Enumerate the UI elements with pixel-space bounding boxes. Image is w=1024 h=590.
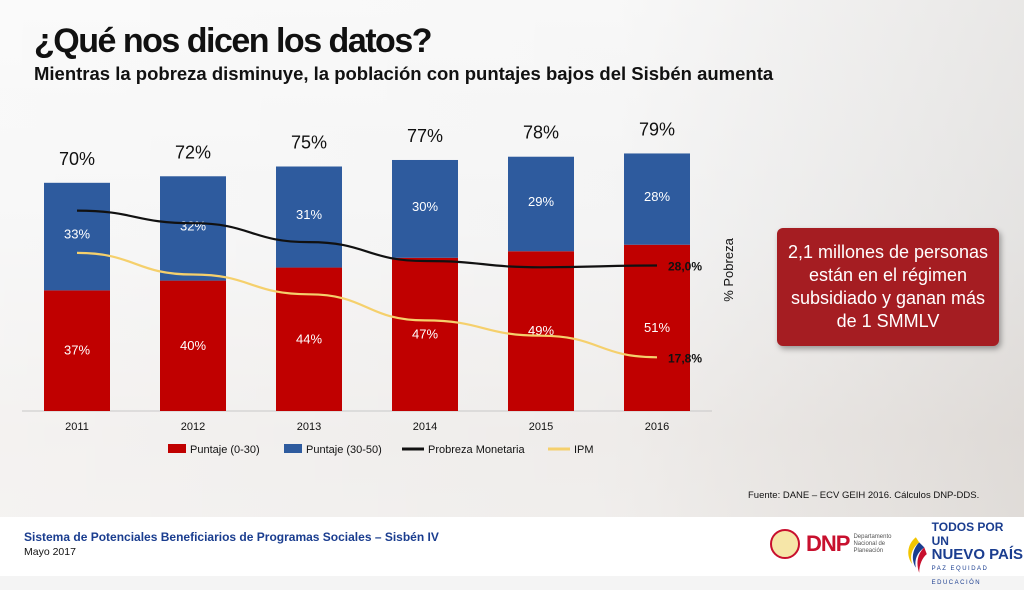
footer-title: Sistema de Potenciales Beneficiarios de … bbox=[24, 530, 439, 544]
bar-puntaje-30-50--2016 bbox=[624, 153, 690, 245]
slogan-line-1: TODOS POR UN bbox=[931, 520, 1004, 548]
bar-data-label: 47% bbox=[412, 326, 438, 341]
legend-label: Puntaje (0-30) bbox=[190, 444, 260, 456]
bar-data-label: 31% bbox=[296, 207, 322, 222]
todos-por-un-nuevo-pais-logo: TODOS POR UN NUEVO PAÍS PAZ EQUIDAD EDUC… bbox=[904, 520, 1024, 590]
source-note: Fuente: DANE – ECV GEIH 2016. Cálculos D… bbox=[748, 490, 980, 501]
bar-puntaje-30-50--2015 bbox=[508, 156, 574, 252]
coat-of-arms-icon bbox=[770, 529, 800, 559]
flag-swirl-icon bbox=[908, 537, 927, 573]
bar-puntaje-30-50--2011 bbox=[44, 182, 110, 291]
callout-box: 2,1 millones de personas están en el rég… bbox=[777, 228, 999, 346]
bar-data-label: 51% bbox=[644, 320, 670, 335]
line-ipm bbox=[76, 251, 658, 359]
stacked-bar-chart: 37% 33% 70% 2011 40% 32% 72% 2012 44% 31% 75% 2013 4… bbox=[22, 119, 736, 456]
dnp-logo-text: DNP bbox=[806, 531, 850, 556]
bar-total-label: 70% bbox=[59, 149, 95, 169]
bar-total-label: 75% bbox=[291, 133, 327, 153]
bar-puntaje-30-50--2014 bbox=[392, 159, 458, 258]
slogan-line-2: NUEVO PAÍS bbox=[931, 546, 1024, 563]
bar-total-label: 78% bbox=[523, 123, 559, 143]
bar-data-label: 44% bbox=[296, 331, 322, 346]
bar-data-label: 40% bbox=[180, 338, 206, 353]
bar-data-label: 29% bbox=[528, 194, 554, 209]
bar-puntaje-30-50--2012 bbox=[160, 176, 226, 281]
dnp-logo-subtitle: Departamento Nacional de Planeación bbox=[853, 533, 892, 554]
bar-total-label: 77% bbox=[407, 126, 443, 146]
slogan-line-3: PAZ EQUIDAD EDUCACIÓN bbox=[931, 566, 989, 586]
bar-puntaje-0-30--2011 bbox=[44, 290, 110, 411]
bar-total-label: 79% bbox=[639, 119, 675, 139]
bar-data-label: 37% bbox=[64, 343, 90, 358]
bar-data-label: 32% bbox=[180, 218, 206, 233]
bar-data-label: 30% bbox=[412, 199, 438, 214]
footer: Sistema de Potenciales Beneficiarios de … bbox=[0, 517, 1024, 586]
legend-label: Puntaje (30-50) bbox=[306, 444, 382, 456]
legend-label: Probreza Monetaria bbox=[428, 444, 525, 456]
legend-swatch bbox=[284, 444, 302, 453]
footer-date: Mayo 2017 bbox=[24, 546, 76, 558]
legend-label: IPM bbox=[574, 444, 594, 456]
legend-swatch bbox=[168, 444, 186, 453]
secondary-y-axis-label: % Pobreza bbox=[721, 237, 736, 301]
callout-text: 2,1 millones de personas están en el rég… bbox=[787, 242, 989, 331]
bar-total-label: 72% bbox=[175, 142, 211, 162]
bar-puntaje-30-50--2013 bbox=[276, 166, 342, 268]
bar-puntaje-0-30--2014 bbox=[392, 257, 458, 411]
bar-puntaje-0-30--2015 bbox=[508, 251, 574, 411]
x-tick-label: 2013 bbox=[297, 421, 321, 433]
x-tick-label: 2012 bbox=[181, 421, 205, 433]
page-title: ¿Qué nos dicen los datos? bbox=[34, 22, 433, 60]
bar-data-label: 28% bbox=[644, 189, 670, 204]
x-tick-label: 2016 bbox=[645, 421, 669, 433]
x-tick-label: 2014 bbox=[413, 421, 437, 433]
bar-data-label: 49% bbox=[528, 323, 554, 338]
line-probreza-monetaria bbox=[76, 209, 658, 269]
bar-data-label: 33% bbox=[64, 227, 90, 242]
bar-puntaje-0-30--2012 bbox=[160, 280, 226, 411]
line-end-label: 28,0% bbox=[668, 260, 702, 274]
x-tick-label: 2015 bbox=[529, 421, 553, 433]
page-subtitle: Mientras la pobreza disminuye, la poblac… bbox=[34, 63, 774, 84]
dnp-logo: DNP Departamento Nacional de Planeación bbox=[770, 529, 893, 559]
line-end-label: 17,8% bbox=[668, 351, 702, 365]
x-tick-label: 2011 bbox=[65, 421, 89, 433]
bar-puntaje-0-30--2013 bbox=[276, 267, 342, 411]
bar-puntaje-0-30--2016 bbox=[624, 244, 690, 411]
